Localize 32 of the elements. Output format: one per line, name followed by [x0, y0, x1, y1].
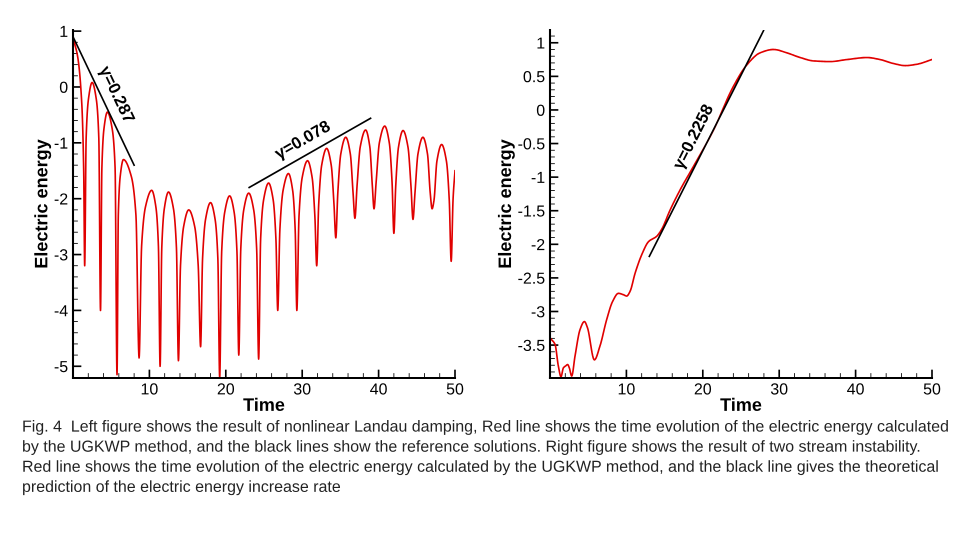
- x-tick-label: 30: [294, 383, 310, 395]
- x-tick-label: 10: [618, 383, 635, 395]
- y-tick-label: -2.5: [518, 272, 544, 284]
- y-tick-label: -3: [532, 306, 544, 318]
- y-tick-label: 1: [60, 26, 68, 37]
- y-axis-title: Electric energy: [34, 139, 52, 268]
- y-tick-label: -1.5: [518, 206, 544, 217]
- x-tick-label: 30: [770, 383, 788, 395]
- y-tick-label: -4: [54, 305, 68, 316]
- y-tick-label: 0: [60, 82, 68, 93]
- x-tick-label: 20: [694, 383, 712, 395]
- x-tick-label: 10: [142, 383, 158, 395]
- x-tick-label: 40: [370, 383, 387, 395]
- y-tick-label: -1: [54, 138, 68, 149]
- y-axis-title: Electric energy: [498, 139, 515, 268]
- x-tick-label: 40: [847, 383, 864, 395]
- x-tick-label: 50: [924, 383, 940, 395]
- x-axis-title: Time: [243, 398, 284, 412]
- y-tick-label: -1: [532, 172, 544, 183]
- y-tick-label: 0: [536, 104, 545, 116]
- caption: Fig. 4 Left figure shows the result of nonlinear Landau damping, Red line shows the time evolution of the electric energy calculated by the UGKWP method, and the black lines show the reference solutions. Right figure shows the result of two stream instability. Red line shows the time evolution of the electric energy calculated by the UGKWP method, and the black line gives the theoretical prediction of the electric energy increase rate: [23, 420, 948, 496]
- y-tick-label: -3.5: [518, 340, 544, 352]
- y-tick-label: -0.5: [518, 138, 544, 150]
- y-tick-label: 1: [537, 38, 544, 49]
- y-tick-label: -2: [532, 238, 544, 250]
- y-tick-label: -2: [54, 193, 68, 204]
- x-axis-title: Time: [720, 398, 762, 412]
- y-tick-label: -5: [54, 361, 68, 372]
- x-tick-label: 20: [218, 383, 234, 395]
- y-tick-label: 0.5: [524, 70, 544, 82]
- x-tick-label: 50: [446, 383, 464, 395]
- y-tick-label: -3: [54, 249, 68, 260]
